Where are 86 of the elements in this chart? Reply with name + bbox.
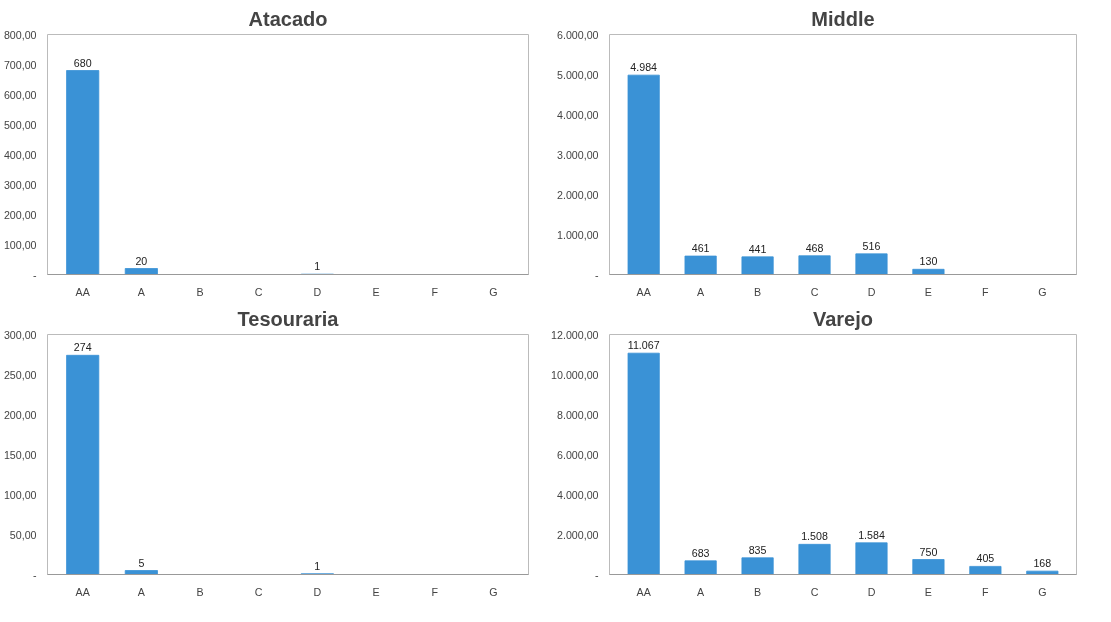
data-label: 461 [691,242,710,255]
data-label: 441 [748,242,767,255]
y-tick-label: 700,00 [3,58,37,71]
y-tick-label: 2.000,00 [557,528,599,541]
x-tick-label: E [924,285,932,298]
x-tick-label: F [431,585,439,598]
x-tick-label: E [372,285,380,298]
data-label: 274 [73,341,92,354]
data-label: 1.508 [801,530,828,543]
y-tick-label: - [32,268,37,281]
x-tick-label: E [924,585,932,598]
x-tick-label: D [867,285,876,298]
y-tick-label: 400,00 [3,148,37,161]
x-tick-label: D [867,585,876,598]
chart-title: Tesouraria [237,307,340,330]
data-label: 516 [862,239,881,252]
data-label: 680 [73,56,92,69]
data-label: 405 [976,552,995,565]
data-label: 750 [919,545,938,558]
x-tick-label: G [489,585,498,598]
chart-title: Middle [811,7,875,30]
x-tick-label: A [137,585,146,598]
x-tick-label: B [196,585,204,598]
y-tick-label: 12.000,00 [551,328,599,341]
x-tick-label: C [254,585,263,598]
y-tick-label: - [594,568,599,581]
y-tick-label: 1.000,00 [557,228,599,241]
x-tick-label: D [313,285,322,298]
y-tick-label: 200,00 [3,208,37,221]
x-tick-label: G [1038,585,1047,598]
x-tick-label: F [982,285,990,298]
y-tick-label: 150,00 [3,448,37,461]
x-tick-label: G [489,285,498,298]
data-label: 835 [748,543,767,556]
y-tick-label: 4.000,00 [557,108,599,121]
x-tick-label: B [754,285,762,298]
data-label: 20 [135,254,148,267]
y-tick-label: 200,00 [3,408,37,421]
data-label: 4.984 [630,61,658,74]
x-tick-label: C [810,285,819,298]
data-label: 1 [314,260,321,273]
y-tick-label: 6.000,00 [557,28,599,41]
x-tick-label: B [754,585,762,598]
data-label: 1.584 [858,528,885,541]
x-tick-label: AA [75,585,91,598]
x-tick-label: E [372,585,380,598]
chart-title: Varejo [812,307,874,330]
y-tick-label: 2.000,00 [557,188,599,201]
x-tick-label: F [431,285,439,298]
data-label: 168 [1033,557,1052,570]
y-tick-label: 8.000,00 [557,408,599,421]
y-tick-label: 250,00 [3,368,37,381]
y-tick-label: 4.000,00 [557,488,599,501]
x-tick-label: B [196,285,204,298]
data-label: 1 [314,559,321,572]
data-label: 5 [138,556,145,569]
data-label: 468 [805,241,824,254]
x-tick-label: AA [636,285,652,298]
y-tick-label: 6.000,00 [557,448,599,461]
y-tick-label: - [594,268,599,281]
chart-title: Atacado [248,7,328,30]
y-tick-label: 800,00 [3,28,37,41]
x-tick-label: AA [636,585,652,598]
y-tick-label: 5.000,00 [557,68,599,81]
x-tick-label: A [697,285,706,298]
data-label: 683 [691,546,710,559]
y-tick-label: 100,00 [3,488,37,501]
y-tick-label: 300,00 [3,178,37,191]
y-tick-label: - [32,568,37,581]
y-tick-label: 100,00 [3,238,37,251]
y-tick-label: 600,00 [3,88,37,101]
data-label: 11.067 [627,339,660,352]
x-tick-label: AA [75,285,91,298]
x-tick-label: A [137,285,146,298]
y-tick-label: 10.000,00 [551,368,599,381]
x-tick-label: A [697,585,706,598]
y-tick-label: 500,00 [3,118,37,131]
x-tick-label: C [810,585,819,598]
x-tick-label: G [1038,285,1047,298]
x-tick-label: F [982,585,990,598]
y-tick-label: 50,00 [9,528,37,541]
data-label: 130 [919,255,938,268]
x-tick-label: D [313,585,322,598]
y-tick-label: 3.000,00 [557,148,599,161]
y-tick-label: 300,00 [3,328,37,341]
x-tick-label: C [254,285,263,298]
